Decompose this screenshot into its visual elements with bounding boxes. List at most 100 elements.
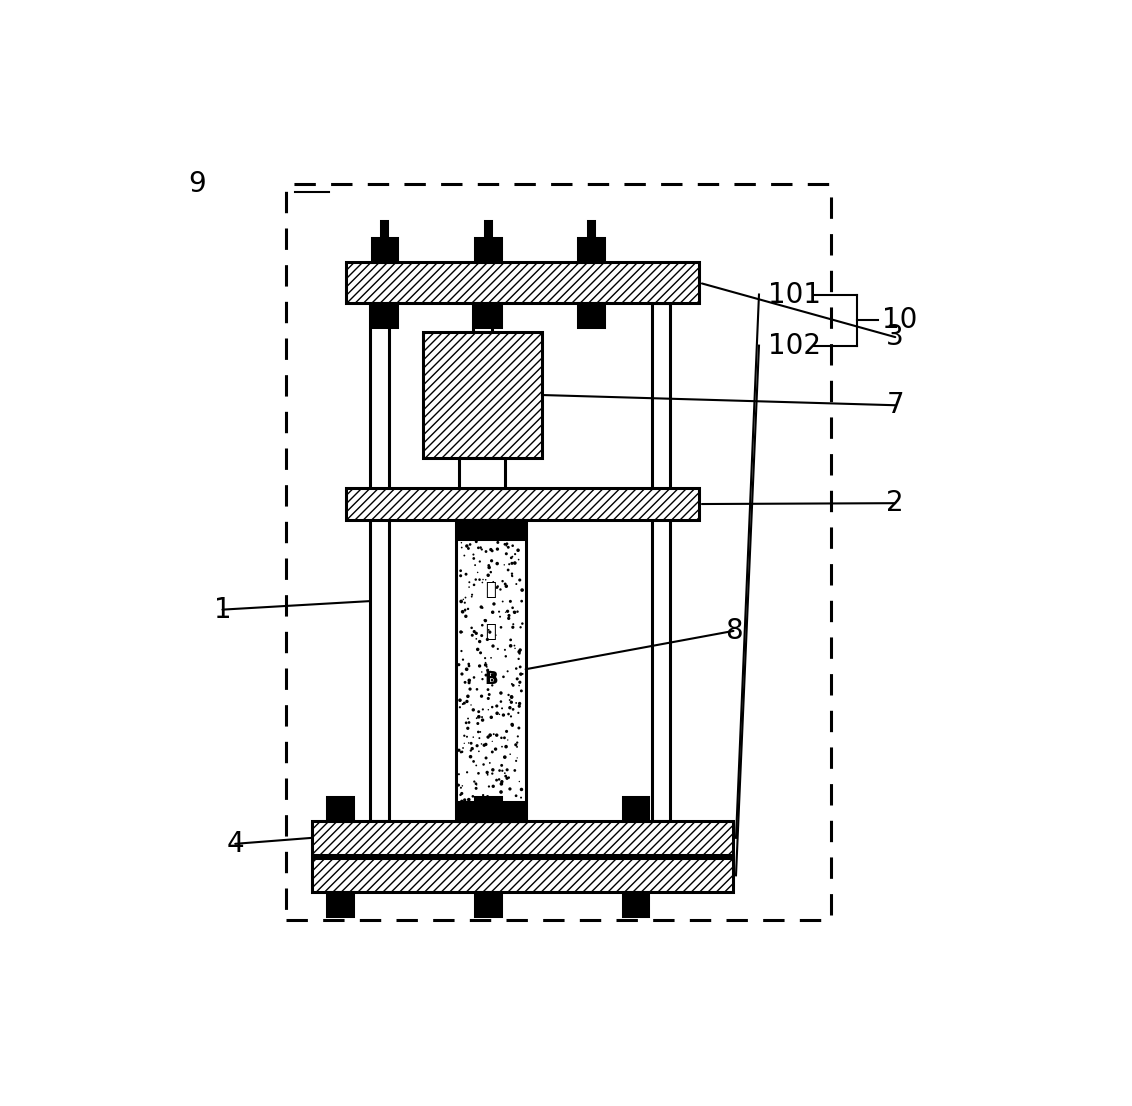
Point bbox=[468, 757, 486, 774]
Point bbox=[468, 625, 486, 643]
Point bbox=[470, 702, 488, 720]
Bar bbox=[346, 488, 700, 520]
Point bbox=[473, 574, 491, 592]
Point bbox=[480, 622, 498, 639]
Point bbox=[453, 784, 471, 802]
Point bbox=[488, 705, 506, 722]
Point bbox=[475, 612, 494, 629]
Point bbox=[469, 564, 487, 582]
Bar bbox=[312, 858, 734, 893]
Point bbox=[483, 604, 501, 622]
Bar bbox=[486, 221, 491, 238]
Point bbox=[468, 709, 486, 727]
Point bbox=[480, 556, 498, 574]
Point bbox=[509, 541, 528, 559]
Point bbox=[511, 674, 529, 691]
Point bbox=[503, 565, 521, 583]
Point bbox=[500, 555, 518, 573]
Point bbox=[449, 656, 468, 674]
Point bbox=[470, 764, 488, 782]
Point bbox=[477, 666, 495, 684]
Point bbox=[466, 775, 484, 793]
Point bbox=[451, 797, 469, 815]
Point bbox=[479, 690, 497, 708]
Point bbox=[508, 806, 526, 824]
Point bbox=[491, 581, 509, 598]
Point bbox=[454, 650, 472, 668]
Point bbox=[460, 674, 478, 691]
Point bbox=[492, 783, 511, 801]
Point bbox=[499, 769, 517, 786]
Point bbox=[464, 752, 482, 770]
Point bbox=[514, 665, 532, 682]
Point bbox=[466, 571, 484, 588]
Point bbox=[465, 773, 483, 791]
Point bbox=[509, 719, 528, 737]
Point bbox=[454, 696, 472, 713]
Point bbox=[484, 808, 503, 826]
Point bbox=[487, 740, 505, 758]
Point bbox=[479, 661, 497, 679]
Point bbox=[508, 728, 526, 745]
Point bbox=[504, 536, 522, 554]
Point bbox=[460, 540, 478, 557]
Text: 3: 3 bbox=[886, 323, 904, 351]
Point bbox=[490, 706, 508, 723]
Bar bbox=[370, 303, 388, 821]
Text: 10: 10 bbox=[883, 306, 918, 334]
Point bbox=[498, 662, 516, 680]
Point bbox=[495, 556, 513, 574]
Point bbox=[503, 716, 521, 733]
Point bbox=[455, 695, 473, 712]
Point bbox=[504, 677, 522, 695]
Point bbox=[460, 734, 478, 752]
Point bbox=[479, 680, 497, 698]
Point bbox=[472, 539, 490, 556]
Point bbox=[460, 578, 478, 596]
Bar bbox=[578, 303, 604, 327]
Point bbox=[513, 615, 531, 633]
Point bbox=[482, 552, 500, 570]
Point bbox=[457, 660, 475, 678]
Point bbox=[496, 749, 514, 766]
Point bbox=[470, 708, 488, 726]
Point bbox=[497, 604, 515, 622]
Point bbox=[474, 786, 492, 804]
Point bbox=[499, 731, 517, 749]
Point bbox=[512, 666, 530, 684]
Point bbox=[466, 556, 484, 574]
Point bbox=[494, 762, 512, 780]
Point bbox=[490, 603, 508, 620]
Text: 件: 件 bbox=[486, 623, 496, 641]
Point bbox=[491, 608, 509, 626]
Point bbox=[491, 526, 509, 544]
Bar bbox=[475, 797, 501, 821]
Point bbox=[458, 763, 477, 781]
Point bbox=[514, 517, 532, 534]
Point bbox=[484, 637, 503, 655]
Point bbox=[456, 791, 474, 808]
Point bbox=[501, 745, 520, 763]
Point bbox=[453, 539, 471, 556]
Bar bbox=[623, 893, 649, 916]
Bar bbox=[475, 238, 501, 262]
Point bbox=[456, 594, 474, 612]
Point bbox=[489, 640, 507, 658]
Point bbox=[471, 657, 489, 675]
Bar bbox=[652, 855, 670, 858]
Point bbox=[477, 528, 495, 545]
Point bbox=[452, 520, 470, 538]
Point bbox=[499, 539, 517, 556]
Text: B: B bbox=[483, 670, 498, 688]
Point bbox=[492, 775, 511, 793]
Point bbox=[456, 674, 474, 691]
Point bbox=[508, 733, 526, 751]
Bar bbox=[589, 221, 594, 238]
Bar bbox=[422, 332, 542, 458]
Point bbox=[473, 711, 491, 729]
Point bbox=[452, 743, 470, 761]
Point bbox=[506, 545, 524, 563]
Point bbox=[471, 633, 489, 650]
Point bbox=[497, 536, 515, 554]
Point bbox=[507, 800, 525, 817]
